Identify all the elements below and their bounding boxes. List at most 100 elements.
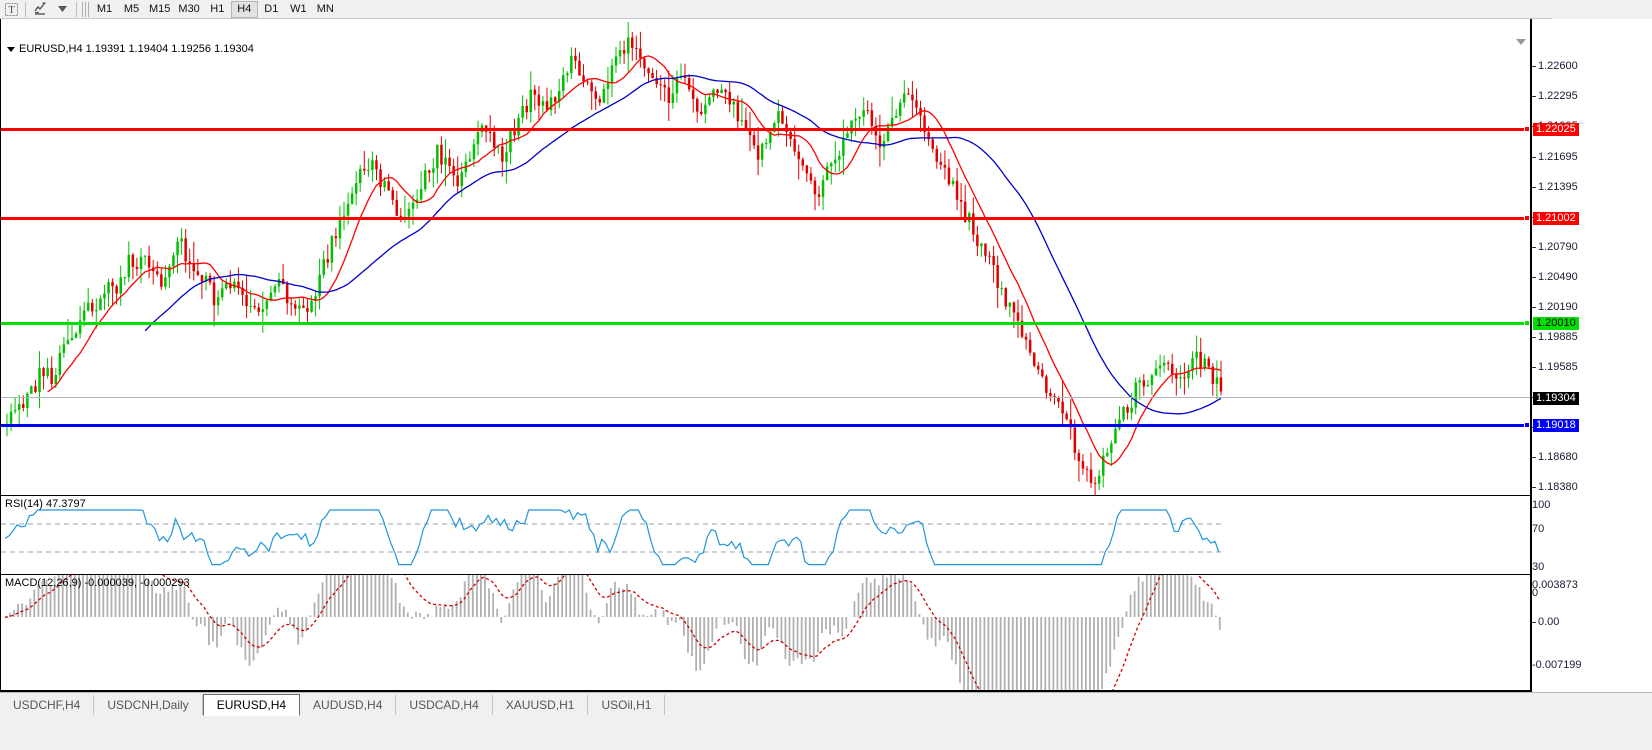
price-tick: 1.20190 [1532,302,1578,313]
tab-usdcnh-daily[interactable]: USDCNH,Daily [94,695,203,715]
current-price-tag: 1.19304 [1533,392,1579,405]
symbol-ohlc-text: EURUSD,H4 1.19391 1.19404 1.19256 1.1930… [19,43,254,55]
dropdown-arrow-icon[interactable] [51,1,73,18]
rsi-tick-label: 30 [1532,561,1545,573]
rsi-pane[interactable]: RSI(14) 47.3797 [0,495,1531,575]
price-tick: 1.18680 [1532,452,1578,463]
resistance-line-1-22025[interactable] [1,126,1530,132]
timeframe-w1[interactable]: W1 [285,1,312,18]
tag-value: 1.20010 [1536,317,1576,329]
rsi-tick: 30 [1532,562,1544,573]
price-tick-label: 1.19885 [1538,331,1578,343]
collapse-arrow-icon[interactable] [7,46,15,52]
tag-value: 1.21002 [1536,212,1576,224]
price-tick-label: 1.19585 [1538,361,1578,373]
support-line-1-20010[interactable] [1,320,1530,326]
chart-tab-bar: USDCHF,H4 USDCNH,Daily EURUSD,H4 AUDUSD,… [0,692,1652,750]
rsi-label: RSI(14) 47.3797 [5,498,86,510]
price-tick-label: 1.20790 [1538,241,1578,253]
timeframe-m5[interactable]: M5 [118,1,145,18]
timeframe-m1[interactable]: M1 [91,1,118,18]
tab-label: AUDUSD,H4 [313,698,383,712]
timeframe-label: H4 [237,3,252,15]
price-tick: 1.18380 [1532,482,1578,493]
main-toolbar: T M1 M5 M15 M30 H1 H4 D1 W1 MN [0,0,1652,19]
line-handle[interactable] [1524,320,1530,326]
tab-label: USDCNH,Daily [107,698,189,712]
tab-label: USOil,H1 [601,698,652,712]
text-tool-icon[interactable]: T [0,1,22,18]
rsi-tick-label: 100 [1532,499,1551,511]
rsi-tick: 100 [1532,500,1550,511]
macd-label: MACD(12,26,9) -0.000039, -0.000293 [5,577,190,589]
timeframe-h1[interactable]: H1 [204,1,231,18]
tab-label: XAUUSD,H1 [505,698,575,712]
timeframe-mn[interactable]: MN [312,1,339,18]
tab-audusd-h4[interactable]: AUDUSD,H4 [300,695,397,715]
tab-label: EURUSD,H4 [216,698,287,712]
rsi-tick-label: 0 [1532,587,1539,599]
timeframe-label: M15 [149,3,171,15]
tab-label: USDCHF,H4 [13,698,81,712]
price-tick: 1.19585 [1532,362,1578,373]
price-tick-label: 1.22295 [1538,90,1578,102]
support-blue-tag[interactable]: 1.19018 [1533,419,1579,432]
indicators-icon[interactable] [29,1,51,18]
line-handle[interactable] [1524,126,1530,132]
price-tick: 1.20790 [1532,242,1578,253]
line-handle[interactable] [1524,422,1530,428]
resistance-line-1-21002[interactable] [1,215,1530,221]
line-handle[interactable] [1524,215,1530,221]
timeframe-m15[interactable]: M15 [145,1,174,18]
tab-usoil-h1[interactable]: USOil,H1 [588,695,666,715]
price-tick-label: 1.20490 [1538,271,1578,283]
timeframe-d1[interactable]: D1 [258,1,285,18]
resistance-upper-tag[interactable]: 1.22025 [1533,123,1579,136]
macd-tick: 0.00 [1532,617,1559,628]
toolbar-divider-1 [25,1,26,17]
macd-tick: -0.007199 [1532,660,1582,671]
rsi-tick: 0 [1532,588,1538,599]
tab-usdcad-h4[interactable]: USDCAD,H4 [396,695,493,715]
toolbar-divider-2 [76,1,77,17]
timeframe-label: H1 [210,3,225,15]
current-price-line [1,397,1530,398]
timeframe-label: D1 [264,3,279,15]
price-series-plot [5,22,1223,495]
price-pane[interactable]: EURUSD,H4 1.19391 1.19404 1.19256 1.1930… [0,19,1531,495]
price-tick-label: 1.21695 [1538,151,1578,163]
price-tick-label: 1.21395 [1538,181,1578,193]
chart-canvas[interactable]: EURUSD,H4 1.19391 1.19404 1.19256 1.1930… [0,19,1652,712]
tag-value: 1.19304 [1536,392,1576,404]
tab-xauusd-h1[interactable]: XAUUSD,H1 [493,695,589,715]
price-tick: 1.19885 [1532,332,1578,343]
rsi-tick: 70 [1532,524,1544,535]
timeframe-label: M30 [178,3,200,15]
support-line-1-19018[interactable] [1,422,1530,428]
macd-tick: 0.003873 [1532,580,1578,591]
timeframe-label: W1 [290,3,307,15]
rsi-series-plot [1,509,1223,566]
timeframe-h4[interactable]: H4 [230,0,258,18]
price-tick-label: 1.22600 [1538,60,1578,72]
price-tick-label: 1.18380 [1538,481,1578,493]
price-tick: 1.22600 [1532,61,1578,72]
tag-value: 1.19018 [1536,419,1576,431]
timeframe-m30[interactable]: M30 [174,1,203,18]
resistance-lower-tag[interactable]: 1.21002 [1533,212,1579,225]
price-axis[interactable]: 1.22600 1.22295 1.21995 1.21695 1.21395 … [1531,19,1652,692]
price-tick-label: 1.20190 [1538,301,1578,313]
tab-eurusd-h4[interactable]: EURUSD,H4 [202,694,301,716]
timeframe-label: MN [316,3,334,15]
macd-tick-label: 0.003873 [1532,579,1578,591]
svg-text:T: T [8,5,14,16]
price-tick: 1.20490 [1532,272,1578,283]
toolbar-grip[interactable] [82,1,89,17]
timeframe-label: M5 [123,3,140,15]
tab-label: USDCAD,H4 [409,698,479,712]
support-green-tag[interactable]: 1.20010 [1533,317,1579,330]
macd-series-plot [4,575,1221,690]
macd-pane[interactable]: MACD(12,26,9) -0.000039, -0.000293 [0,575,1531,691]
tab-usdchf-h4[interactable]: USDCHF,H4 [0,695,95,715]
macd-tick-label: 0.00 [1538,616,1560,628]
